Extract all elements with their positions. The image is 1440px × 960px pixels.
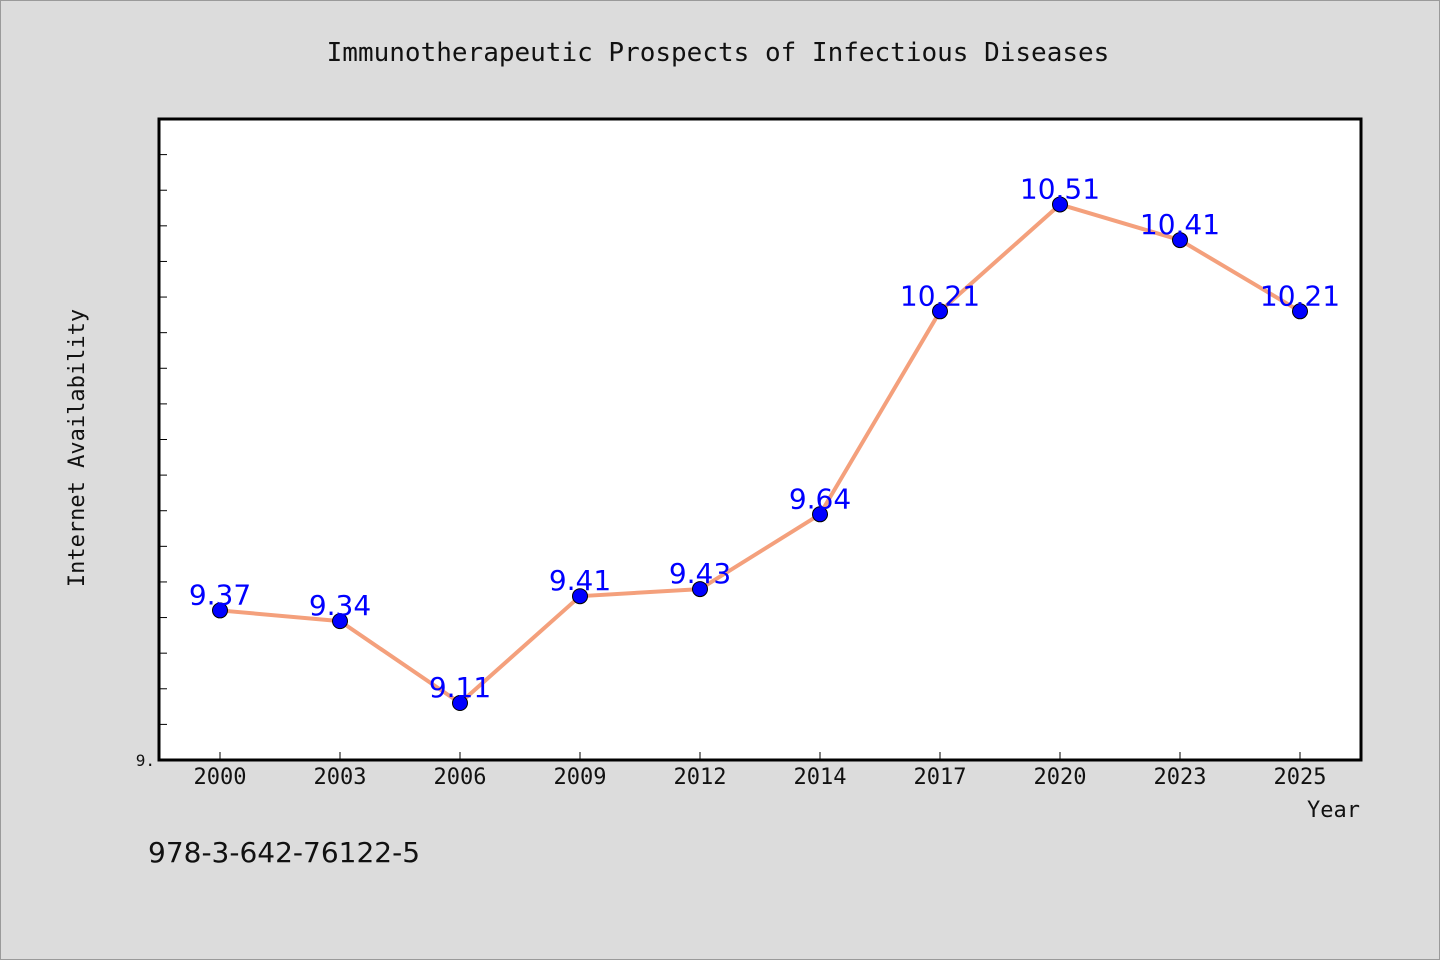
chart-title: Immunotherapeutic Prospects of Infectiou… xyxy=(327,38,1110,68)
data-label: 9.11 xyxy=(429,671,491,704)
data-label: 9.34 xyxy=(309,589,371,622)
data-point xyxy=(1052,196,1068,213)
data-point xyxy=(332,613,348,630)
x-axis-ticks: 2000 2003 2006 2009 2012 2014 2017 2020 2023 2025 xyxy=(194,752,1327,790)
data-label: 10.51 xyxy=(1020,172,1100,205)
data-label: 9.41 xyxy=(549,564,611,597)
x-tick-label: 2006 xyxy=(434,765,487,790)
data-point xyxy=(212,602,228,619)
data-point xyxy=(932,303,948,320)
data-label: 9.37 xyxy=(189,578,251,611)
x-tick-label: 2025 xyxy=(1274,765,1327,790)
data-point xyxy=(1172,232,1188,249)
data-point xyxy=(572,588,588,605)
data-point xyxy=(692,581,708,598)
data-label: 10.41 xyxy=(1140,208,1220,241)
y-tick-label: 9. xyxy=(136,751,155,770)
data-point xyxy=(452,695,468,712)
x-tick-label: 2000 xyxy=(194,765,247,790)
data-label: 10.21 xyxy=(900,279,980,312)
x-tick-label: 2012 xyxy=(674,765,727,790)
x-tick-label: 2003 xyxy=(314,765,367,790)
x-tick-label: 2014 xyxy=(794,765,847,790)
series-line xyxy=(219,202,1302,706)
x-tick-label: 2020 xyxy=(1034,765,1087,790)
y-axis-label: Internet Availability xyxy=(65,309,90,587)
data-label: 9.43 xyxy=(669,557,731,590)
series-layer: 9.37 9.34 9.11 9.41 9.43 9.64 10.21 10.51 10.41 1… xyxy=(189,172,1340,712)
y-axis-ticks: 9. xyxy=(136,154,167,770)
data-label: 9.64 xyxy=(789,482,851,515)
data-point xyxy=(1292,303,1308,320)
x-tick-label: 2017 xyxy=(914,765,967,790)
data-label: 10.21 xyxy=(1260,279,1340,312)
data-point xyxy=(812,506,828,523)
isbn-text: 978-3-642-76122-5 xyxy=(148,836,420,869)
x-tick-label: 2009 xyxy=(554,765,607,790)
plot-area xyxy=(157,117,1363,762)
x-axis-label: Year xyxy=(1307,798,1360,823)
x-tick-label: 2023 xyxy=(1154,765,1207,790)
